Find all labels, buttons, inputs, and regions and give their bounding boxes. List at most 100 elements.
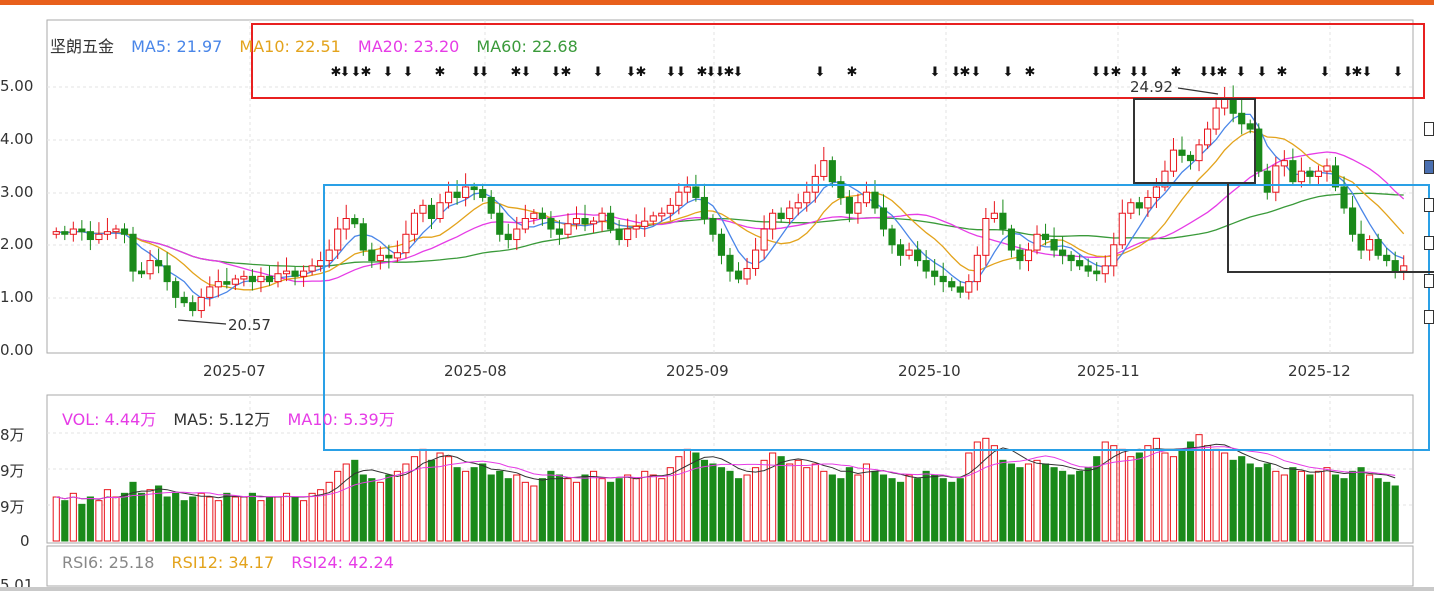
volume-ma-line <box>56 446 1396 500</box>
volume-bar <box>572 481 581 542</box>
volume-bar <box>914 478 922 542</box>
candle-body <box>862 191 871 204</box>
price-tick: 1.00 <box>0 288 34 306</box>
candle-body <box>78 228 86 233</box>
volume-bar <box>351 459 359 542</box>
candle-body <box>1374 239 1382 256</box>
date-tick: 2025-11 <box>1077 362 1140 380</box>
volume-bar <box>1323 467 1331 542</box>
volume-bar <box>410 456 419 542</box>
side-toggle-box[interactable] <box>1424 160 1434 174</box>
volume-bar <box>1178 448 1186 542</box>
candle-body <box>317 260 325 267</box>
candle-body <box>1238 112 1246 125</box>
candle-body <box>589 220 598 225</box>
volume-bar <box>1263 463 1271 542</box>
candle-body <box>965 281 973 293</box>
volume-bar <box>470 467 478 542</box>
side-toggle-box[interactable] <box>1424 198 1434 212</box>
legend-rsi6: RSI6: 25.18 <box>62 553 155 572</box>
candle-body <box>743 267 751 280</box>
top-accent-bar <box>0 0 1434 5</box>
candle-body <box>95 233 103 241</box>
volume-bar <box>1033 459 1041 542</box>
candle-body <box>845 196 853 214</box>
volume-bar <box>103 489 112 542</box>
volume-bar <box>155 485 163 542</box>
candle-body <box>479 189 487 198</box>
candle-body <box>402 233 410 254</box>
volume-bar <box>624 474 632 542</box>
volume-bar <box>641 470 649 542</box>
volume-bar <box>206 496 214 542</box>
bottom-scroll-bar[interactable] <box>0 587 1434 591</box>
candle-body <box>760 228 768 251</box>
volume-bar <box>1212 448 1220 542</box>
candle-body <box>615 228 623 241</box>
candle-body <box>214 281 222 288</box>
volume-bar <box>257 500 265 542</box>
signal-marker: ⬇ <box>666 65 677 80</box>
signal-marker: ⬇ <box>551 65 562 80</box>
volume-bar <box>95 500 103 542</box>
candle-body <box>274 273 282 283</box>
rsi-tick: 5.01 <box>0 576 34 594</box>
volume-ma-line <box>56 443 1396 500</box>
legend-rsi24: RSI24: 42.24 <box>291 553 394 572</box>
volume-bar <box>197 492 205 542</box>
side-toggle-box[interactable] <box>1424 310 1434 324</box>
candle-body <box>1186 154 1195 162</box>
volume-bar <box>376 481 384 542</box>
volume-bar <box>743 474 751 542</box>
candle-body <box>1391 260 1399 272</box>
vol-tick: 0 <box>20 532 30 550</box>
volume-bar <box>598 478 606 542</box>
volume-bar <box>487 474 495 542</box>
volume-bar <box>163 496 171 542</box>
price-tick: 5.00 <box>0 77 34 95</box>
candle-body <box>1041 233 1050 241</box>
legend-rsi12: RSI12: 34.17 <box>171 553 275 572</box>
candle-body <box>1400 265 1408 272</box>
candle-body <box>820 160 828 177</box>
candle-body <box>1016 249 1024 262</box>
candle-body <box>163 265 171 283</box>
candle-body <box>1246 123 1254 130</box>
volume-bar <box>274 496 282 542</box>
candle-body <box>487 196 495 214</box>
volume-bar <box>427 459 436 542</box>
candle-body <box>103 231 112 235</box>
candle-body <box>939 275 947 283</box>
volume-bar <box>453 467 461 542</box>
volume-bar <box>368 478 376 542</box>
side-toggle-box[interactable] <box>1424 236 1434 250</box>
signal-marker: ✱ <box>1352 65 1363 80</box>
volume-bar <box>555 474 564 542</box>
side-toggle-box[interactable] <box>1424 274 1434 288</box>
side-toggle-box[interactable] <box>1424 122 1434 136</box>
candle-body <box>896 244 905 256</box>
candle-body <box>453 191 461 198</box>
signal-marker: ✱ <box>697 65 708 80</box>
volume-bar <box>675 456 683 542</box>
candle-body <box>871 191 879 209</box>
volume-bar <box>1084 467 1092 542</box>
candle-body <box>854 202 862 214</box>
volume-bar <box>1391 485 1399 542</box>
candle-body <box>240 275 248 280</box>
signal-marker: ✱ <box>561 65 572 80</box>
price-tick: 4.00 <box>0 130 34 148</box>
candle-body <box>189 302 197 312</box>
candle-body <box>1383 254 1391 262</box>
candle-body <box>1076 260 1084 267</box>
candle-body <box>393 252 401 259</box>
volume-bar <box>973 441 981 542</box>
signal-marker: ✱ <box>1277 65 1288 80</box>
signal-marker: ✱ <box>1217 65 1228 80</box>
volume-bar <box>1050 467 1058 542</box>
volume-bar <box>325 481 333 542</box>
candle-body <box>1366 239 1374 251</box>
volume-bar <box>931 474 939 542</box>
signal-marker: ✱ <box>847 65 858 80</box>
